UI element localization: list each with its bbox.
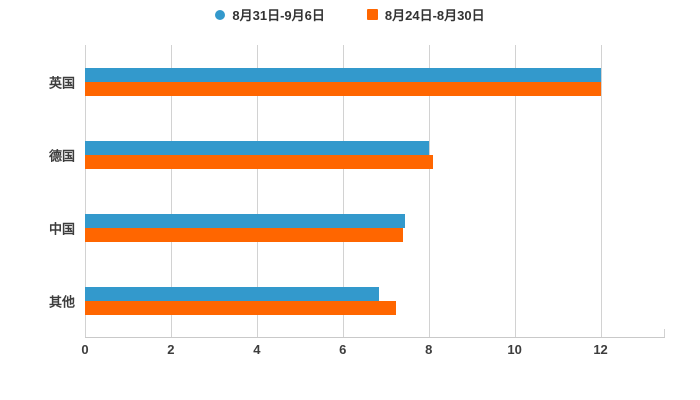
bar-series1-中国[interactable] [85,213,406,228]
x-tick-label-12: 12 [593,342,608,357]
bar-series2-其他[interactable] [85,300,397,315]
legend-item-series2[interactable]: 8月24日-8月30日 [366,5,485,24]
bar-series1-其他[interactable] [85,286,380,301]
x-tick-label-4: 4 [253,342,261,357]
x-tick-label-10: 10 [507,342,522,357]
legend-label-series2: 8月24日-8月30日 [384,8,485,23]
gridline-x-12 [600,45,602,337]
x-axis-end-tick [664,329,665,337]
bar-rows: 英国 德国 中国 其他 [49,45,665,337]
legend-circle-marker-icon [215,9,226,20]
category-label-3: 中国 [48,221,75,236]
bar-series2-英国[interactable] [85,81,601,96]
gridline-x-2 [170,45,172,337]
bar-row-4: 其他 [49,264,665,337]
bar-row-2: 德国 [49,118,665,191]
bar-row-1: 英国 [49,45,665,118]
x-tick-label-2: 2 [167,342,175,357]
legend-item-series1[interactable]: 8月31日-9月6日 [215,5,325,24]
plot-area: 英国德国中国其他 0 2 4 6 8 10 12 [49,45,665,357]
bar-series1-德国[interactable] [85,140,429,155]
gridline-x-4 [256,45,258,337]
gridline-x-8 [428,45,430,337]
bar-series1-英国[interactable] [85,67,601,82]
legend-square-marker-icon [366,9,378,20]
legend: 8月31日-9月6日 8月24日-8月30日 [0,5,700,24]
gridline-x-10 [514,45,516,337]
category-label-4: 其他 [48,294,75,309]
x-axis-line [85,337,665,338]
bar-series2-德国[interactable] [85,154,433,169]
category-label-1: 英国 [48,75,75,90]
category-label-2: 德国 [48,148,75,163]
gridline-x-6 [342,45,344,337]
bar-series2-中国[interactable] [85,227,403,242]
x-tick-label-6: 6 [339,342,347,357]
gridline-x-0 [85,45,86,337]
bar-row-3: 中国 [49,191,665,264]
x-tick-label-8: 8 [425,342,433,357]
legend-label-series1: 8月31日-9月6日 [232,8,325,23]
x-tick-label-0: 0 [81,342,89,357]
